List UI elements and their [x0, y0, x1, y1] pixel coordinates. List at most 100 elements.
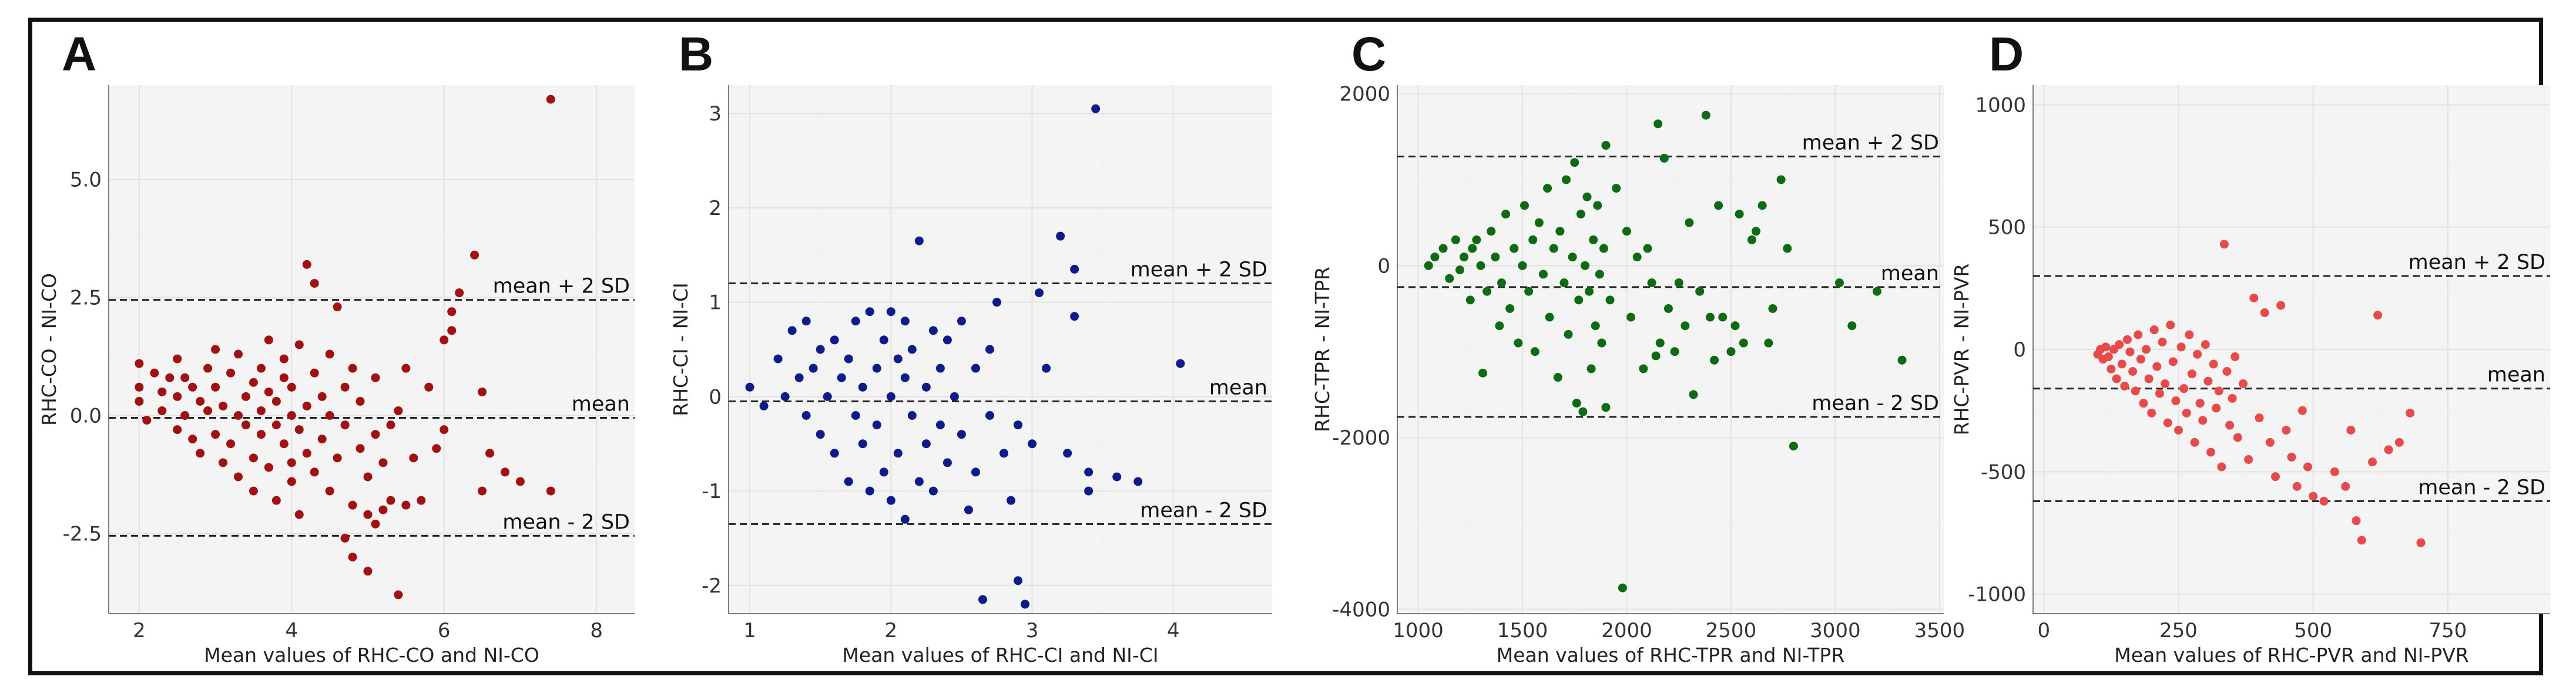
data-point [1605, 295, 1615, 305]
y-tick-label: -2.5 [63, 522, 102, 546]
data-point [999, 449, 1009, 458]
panel-b: B 1 2 3 4 -2 -1 0 1 2 3 mean + 2 SD mean mean - 2 SD M… [669, 28, 1272, 667]
data-point [196, 396, 205, 406]
data-point [1783, 244, 1792, 253]
data-point [211, 430, 220, 439]
data-point [1478, 368, 1488, 378]
data-point [2122, 335, 2132, 344]
data-point [971, 467, 980, 477]
data-point [1514, 338, 1523, 348]
data-point [2225, 420, 2235, 430]
data-point [2161, 379, 2170, 388]
data-point [1176, 359, 1185, 368]
data-point [928, 486, 938, 496]
data-point [241, 420, 250, 430]
lower-loa-label: mean - 2 SD [1812, 392, 1939, 415]
data-point [1424, 261, 1433, 270]
data-point [417, 496, 426, 505]
data-point [219, 458, 228, 467]
y-axis-title: RHC-TPR - NI-TPR [1311, 267, 1334, 432]
x-tick-label: 1000 [1393, 619, 1444, 642]
data-point [2222, 367, 2232, 376]
data-point [165, 373, 175, 382]
data-point [1007, 496, 1016, 505]
data-point [823, 392, 832, 401]
x-tick-label: 500 [2294, 619, 2332, 642]
data-point [219, 401, 228, 410]
data-point [1768, 304, 1777, 313]
data-point [1730, 321, 1740, 331]
data-point [2158, 338, 2167, 346]
data-point [907, 411, 917, 420]
data-point [2330, 467, 2339, 476]
data-point [2112, 374, 2121, 383]
data-point [135, 382, 144, 392]
data-point [340, 420, 350, 430]
data-point [1091, 104, 1101, 113]
y-tick-label: 5.0 [70, 169, 102, 192]
data-point [1545, 312, 1554, 322]
data-point [1835, 278, 1844, 288]
data-point [1897, 355, 1907, 365]
data-point [1510, 244, 1519, 253]
data-point [2384, 445, 2393, 455]
data-point [1653, 119, 1663, 129]
data-point [900, 373, 910, 382]
y-tick-label: 3 [709, 102, 722, 126]
data-point [157, 406, 167, 415]
data-point [1674, 278, 1683, 288]
data-point [2352, 516, 2361, 526]
data-point [2179, 384, 2189, 393]
data-point [2357, 536, 2366, 545]
data-point [546, 95, 555, 104]
data-point [325, 486, 334, 496]
data-point [333, 302, 342, 312]
y-tick-label: 2000 [1339, 83, 1390, 106]
data-point [2171, 396, 2181, 405]
data-point [2373, 311, 2383, 320]
data-point [1670, 347, 1679, 356]
data-point [2368, 457, 2377, 467]
data-point [1572, 398, 1581, 408]
data-point [2346, 426, 2356, 435]
data-point [249, 453, 258, 463]
x-tick-label: 3 [1026, 619, 1039, 642]
upper-loa-label: mean + 2 SD [1131, 258, 1267, 282]
data-point [310, 279, 319, 288]
plot-background [1397, 85, 1944, 614]
data-point [264, 335, 273, 345]
data-point [1718, 312, 1728, 322]
data-point [809, 364, 818, 373]
data-point [1555, 227, 1565, 236]
data-point [773, 354, 783, 364]
data-point [858, 382, 867, 392]
data-point [1701, 110, 1710, 120]
data-point [1622, 227, 1631, 236]
y-tick-label: 1000 [1975, 93, 2026, 117]
data-point [2117, 359, 2126, 369]
data-point [2174, 426, 2183, 435]
y-tick-label: 2 [709, 197, 722, 220]
data-point [2176, 342, 2186, 352]
data-point [1618, 583, 1627, 593]
data-point [180, 373, 190, 382]
data-point [2249, 294, 2259, 302]
panel-letter: C [1351, 28, 1386, 81]
data-point [1468, 244, 1477, 253]
data-point [914, 477, 924, 486]
data-point [851, 411, 860, 420]
data-point [2182, 408, 2191, 418]
data-point [241, 392, 250, 401]
data-point [893, 449, 903, 458]
data-point [432, 444, 441, 453]
panel-letter: D [1989, 28, 2024, 81]
data-point [1472, 235, 1481, 244]
y-tick-label: -2000 [1332, 426, 1390, 450]
data-point [173, 392, 182, 401]
data-point [2217, 462, 2226, 472]
data-point [780, 392, 790, 401]
data-point [2115, 340, 2124, 349]
data-point [816, 345, 825, 354]
data-point [256, 406, 266, 415]
